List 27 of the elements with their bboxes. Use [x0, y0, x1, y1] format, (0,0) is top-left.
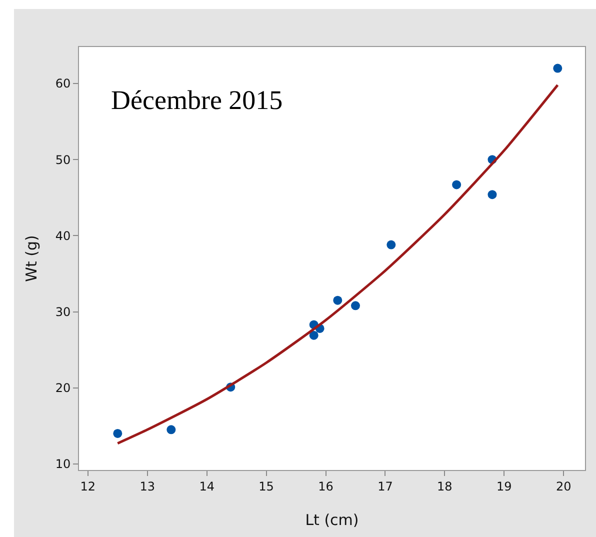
point — [166, 425, 176, 434]
x-tick-label: 12 — [80, 479, 96, 494]
y-tick-label: 60 — [55, 76, 71, 91]
y-tick-label: 20 — [55, 381, 71, 396]
point — [452, 180, 462, 190]
point — [333, 296, 342, 305]
point — [309, 330, 318, 340]
point — [386, 240, 396, 250]
point — [488, 190, 497, 200]
x-tick-label: 20 — [556, 479, 572, 494]
point — [553, 64, 562, 73]
x-tick-label: 18 — [437, 479, 452, 494]
point — [350, 301, 360, 310]
x-tick-label: 15 — [258, 479, 274, 494]
x-axis-title: Lt (cm) — [305, 511, 359, 529]
y-tick-label: 50 — [55, 152, 71, 167]
x-tick-label: 13 — [140, 479, 156, 494]
point — [113, 428, 122, 438]
x-tick-label: 16 — [318, 479, 334, 494]
y-axis-title: Wt (g) — [22, 235, 41, 282]
x-tick-label: 19 — [496, 479, 512, 494]
x-tick-label: 14 — [199, 479, 214, 494]
y-tick-label: 40 — [55, 228, 71, 243]
annotation: Décembre 2015 — [111, 85, 283, 115]
x-tick-label: 17 — [378, 479, 393, 494]
y-tick-label: 30 — [55, 304, 71, 319]
y-tick-label: 10 — [55, 457, 71, 472]
